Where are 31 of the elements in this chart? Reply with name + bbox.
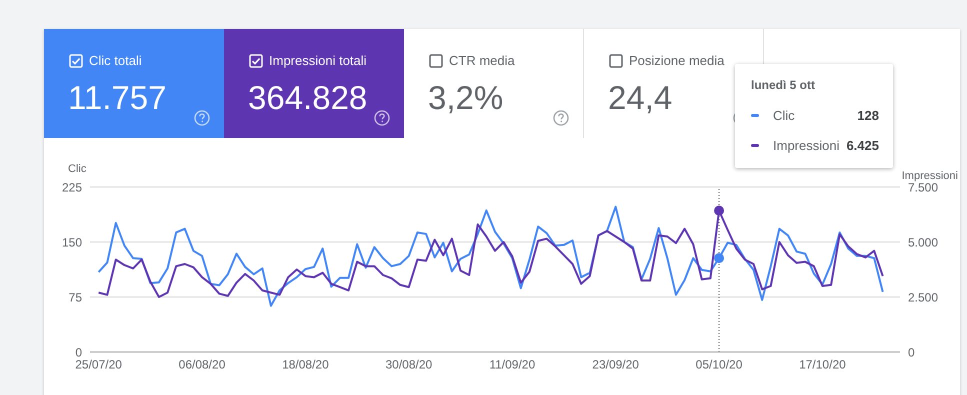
- text: 11.757: [68, 79, 166, 116]
- category-label: CTR media: [449, 53, 515, 68]
- text: 6.425: [846, 138, 879, 153]
- x-tick-label: 30/08/20: [385, 358, 433, 372]
- legend-title: lunedì 5 ott: [751, 78, 815, 92]
- legend-label: Clic: [773, 108, 796, 123]
- x-tick-label: 18/08/20: [282, 358, 330, 372]
- x-tick-label: 23/09/20: [592, 358, 640, 372]
- text: 364.828: [248, 79, 368, 116]
- x-tick-label: 17/10/20: [799, 358, 846, 372]
- y-tick-label: 150: [62, 235, 82, 250]
- y2-tick-label: 7.500: [908, 180, 938, 194]
- y2-tick-label: 5.000: [908, 235, 938, 250]
- text: 3,2%: [428, 79, 504, 116]
- y-axis-title: Clic: [68, 163, 86, 175]
- legend-label: Impressioni: [773, 138, 840, 153]
- x-tick-label: 05/10/20: [696, 358, 743, 372]
- y2-tick-label: 0: [908, 345, 915, 360]
- y-tick-label: 225: [62, 180, 82, 194]
- category-label: Clic totali: [89, 53, 142, 68]
- category-label: Impressioni totali: [269, 53, 367, 68]
- y-tick-label: 0: [75, 345, 82, 360]
- y2-tick-label: 2.500: [908, 290, 938, 304]
- x-tick-label: 25/07/20: [75, 358, 122, 372]
- y-tick-label: 75: [68, 290, 82, 304]
- text: 128: [857, 108, 879, 123]
- x-tick-label: 11/09/20: [489, 358, 536, 372]
- category-label: Posizione media: [629, 53, 724, 68]
- y2-axis-title: Impressioni: [902, 170, 958, 182]
- text: 24,4: [608, 79, 672, 116]
- x-tick-label: 06/08/20: [178, 358, 226, 372]
